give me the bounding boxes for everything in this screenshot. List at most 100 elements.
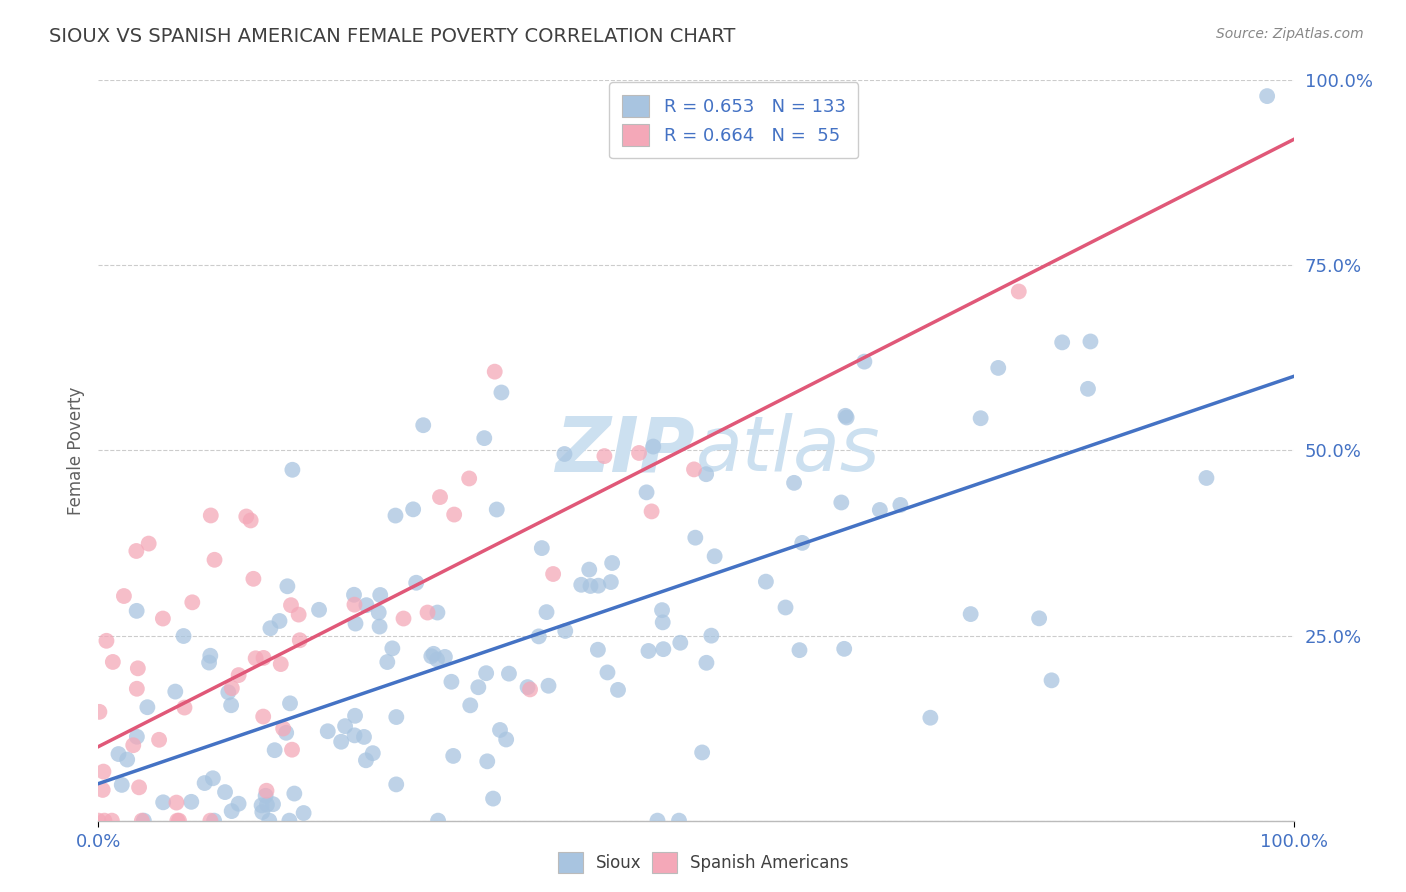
Point [1080,334,1102,349]
Point [426,652,449,666]
Point [356,598,378,612]
Point [652,642,675,657]
Point [651,603,673,617]
Point [607,682,630,697]
Point [1050,335,1073,350]
Point [152,795,174,809]
Point [537,679,560,693]
Point [152,611,174,625]
Point [636,485,658,500]
Point [173,700,195,714]
Point [96,633,118,648]
Point [536,605,558,619]
Point [700,629,723,643]
Point [281,463,304,477]
Point [181,595,204,609]
Point [316,724,339,739]
Point [343,588,366,602]
Point [256,797,278,812]
Point [491,385,513,400]
Point [112,589,135,603]
Point [375,655,398,669]
Point [354,753,377,767]
Point [202,814,225,828]
Point [283,787,305,801]
Point [165,796,187,810]
Point [482,791,505,805]
Point [252,651,274,665]
Point [89,705,111,719]
Point [330,735,353,749]
Point [1256,89,1278,103]
Point [125,604,148,618]
Point [219,698,242,713]
Point [148,732,170,747]
Point [166,814,188,828]
Point [254,789,277,803]
Text: atlas: atlas [696,414,880,487]
Point [204,553,226,567]
Point [361,746,384,760]
Point [443,508,465,522]
Point [578,563,600,577]
Point [685,531,707,545]
Point [683,462,706,476]
Point [200,508,222,523]
Point [259,621,281,635]
Point [228,668,250,682]
Point [441,748,464,763]
Point [690,746,713,760]
Point [853,354,876,368]
Point [596,665,619,680]
Point [125,544,148,558]
Point [832,641,855,656]
Point [385,710,408,724]
Point [136,700,159,714]
Point [381,641,404,656]
Point [834,409,856,423]
Point [485,502,508,516]
Point [628,446,651,460]
Point [263,743,285,757]
Point [333,719,356,733]
Point [281,742,304,756]
Point [353,730,375,744]
Point [1008,285,1031,299]
Point [200,814,222,828]
Point [276,726,298,740]
Point [252,709,274,723]
Point [472,431,495,445]
Point [180,795,202,809]
Point [519,682,541,697]
Point [498,666,520,681]
Point [637,644,659,658]
Legend: Sioux, Spanish Americans: Sioux, Spanish Americans [551,846,855,880]
Point [367,606,389,620]
Point [433,649,456,664]
Point [287,607,309,622]
Point [276,579,298,593]
Point [1040,673,1063,688]
Point [600,556,623,570]
Point [280,598,302,612]
Point [271,722,294,736]
Point [228,797,250,811]
Point [530,541,553,555]
Point [429,490,451,504]
Point [969,411,991,425]
Point [484,365,506,379]
Point [343,728,366,742]
Point [173,629,195,643]
Point [422,647,444,661]
Point [412,418,434,433]
Point [416,606,439,620]
Point [214,785,236,799]
Point [405,575,427,590]
Point [101,655,124,669]
Text: Source: ZipAtlas.com: Source: ZipAtlas.com [1216,27,1364,41]
Point [527,629,550,643]
Point [695,467,717,482]
Point [1195,471,1218,485]
Point [477,755,499,769]
Point [194,776,217,790]
